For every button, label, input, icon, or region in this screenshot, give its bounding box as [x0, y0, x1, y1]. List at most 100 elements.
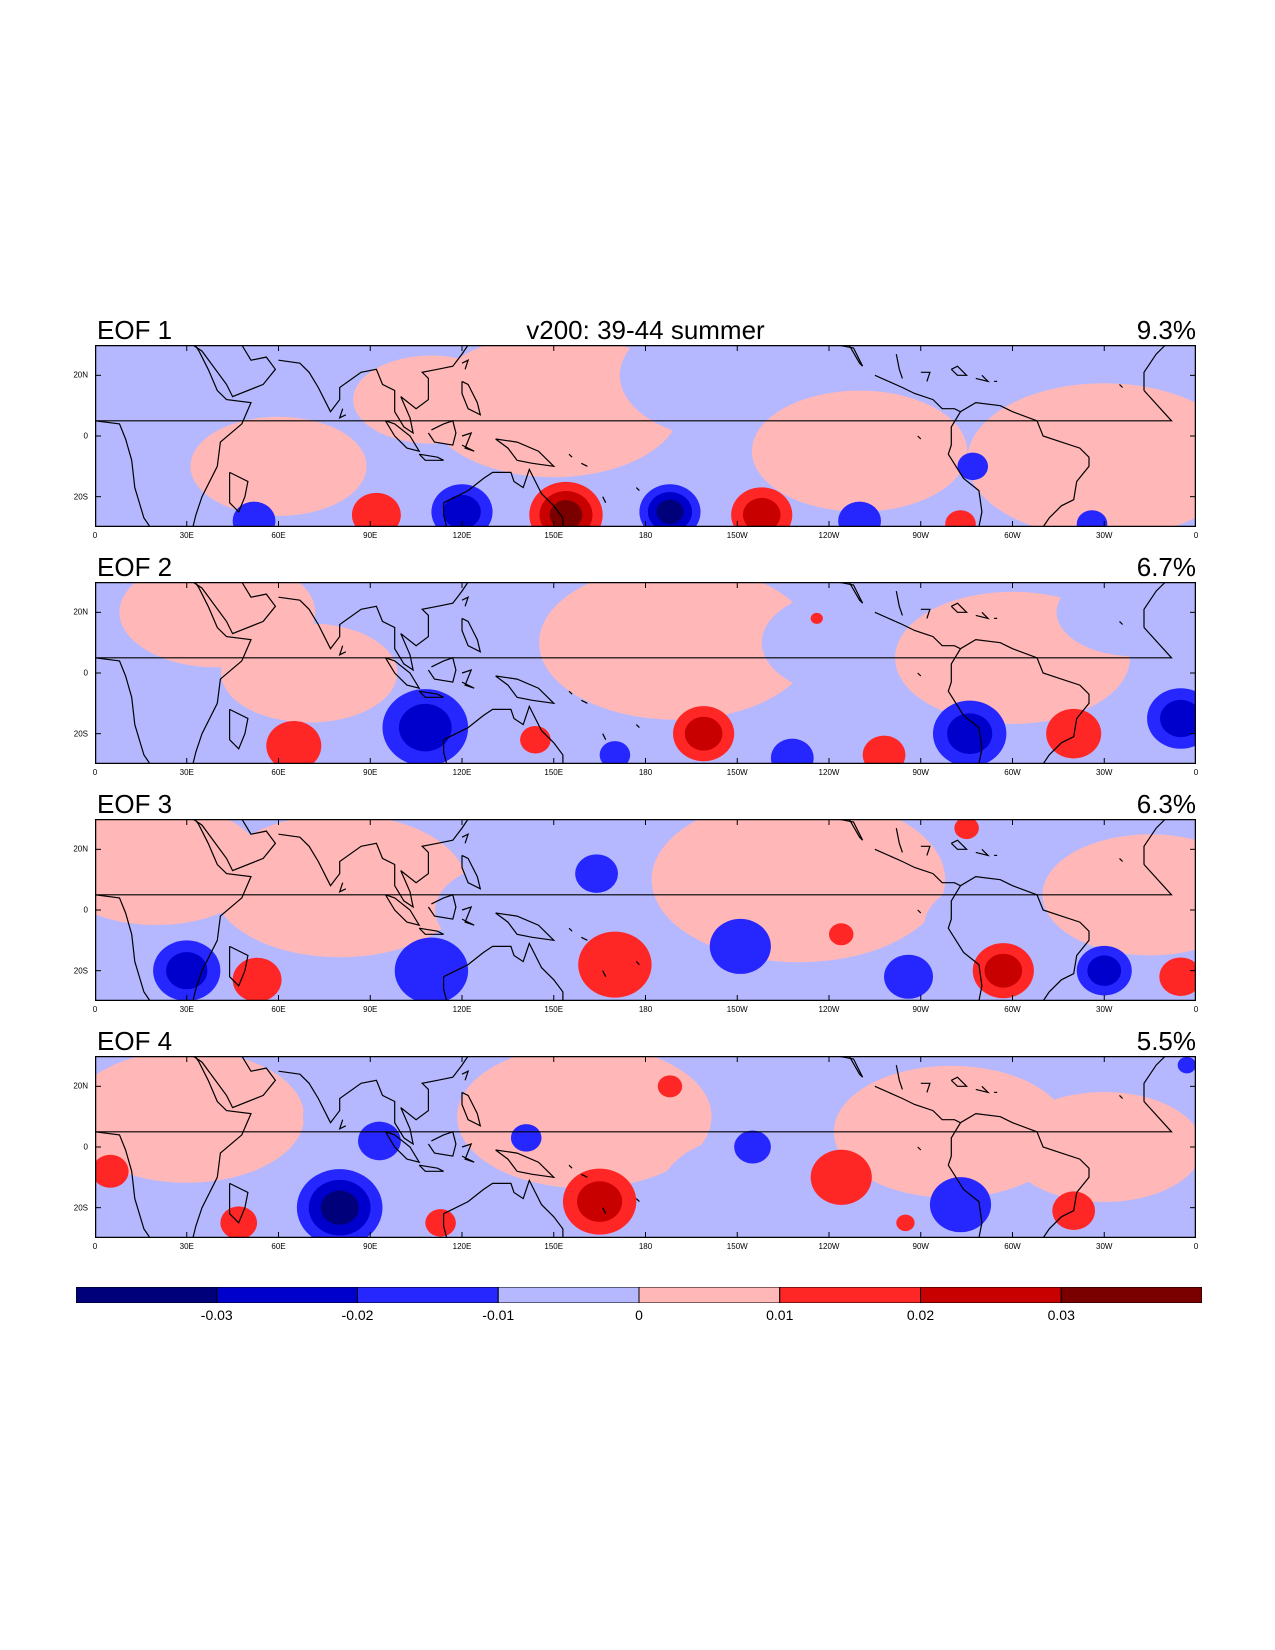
- coastline: [338, 645, 347, 656]
- lat-tick-label: 20S: [73, 966, 88, 976]
- coastline: [975, 1085, 990, 1094]
- eof-panel-2: EOF 2 6.7% 0 30E 60E 90E 120E 150E 180 150W 120W…: [73, 552, 1199, 777]
- coastline: [895, 590, 903, 616]
- positive-anomaly-contour: [984, 953, 1023, 988]
- coastline: [278, 819, 469, 909]
- coastline: [495, 1149, 556, 1179]
- lat-tick-label: 20N: [73, 607, 88, 617]
- coastline: [95, 582, 252, 764]
- lon-tick-label: 120W: [818, 768, 840, 777]
- coastline: [95, 819, 252, 1001]
- colorbar-label: 0.01: [766, 1307, 794, 1323]
- eof-panel-4: EOF 4 5.5% 0 30E 60E 90E 120E 150E 180 150W 120W…: [73, 1026, 1198, 1251]
- colorbar-label: -0.02: [341, 1307, 374, 1323]
- coastline: [384, 894, 421, 927]
- coastline: [895, 827, 903, 853]
- positive-anomaly-contour: [829, 923, 854, 946]
- positive-anomaly-contour: [351, 492, 401, 527]
- lon-tick-label: 30E: [179, 1242, 194, 1251]
- lon-tick-label: 90E: [363, 1242, 378, 1251]
- lon-tick-label: 150W: [726, 1005, 748, 1014]
- coastline: [418, 927, 444, 935]
- coastline: [975, 848, 990, 857]
- coastline: [443, 976, 448, 1001]
- coastline: [1143, 582, 1166, 628]
- lon-tick-label: 60E: [271, 531, 286, 540]
- lon-tick-label: 180: [638, 1005, 653, 1014]
- coastline: [461, 1143, 475, 1163]
- coastline: [920, 1082, 931, 1093]
- coastline: [427, 657, 457, 683]
- colorbar-swatch: [76, 1287, 218, 1303]
- coastline: [950, 839, 969, 850]
- lat-tick-label: 0: [83, 668, 88, 678]
- coastline: [418, 690, 444, 698]
- coastline: [1119, 1094, 1124, 1099]
- coastline: [568, 1164, 573, 1169]
- lat-tick-label: 0: [83, 431, 88, 441]
- positive-anomaly-contour: [95, 1154, 129, 1188]
- coastline: [95, 420, 151, 527]
- positive-anomaly-contour: [684, 716, 723, 751]
- negative-anomaly-contour: [884, 954, 933, 999]
- coastline: [443, 1178, 564, 1238]
- lon-tick-label: 120W: [818, 1242, 840, 1251]
- positive-anomaly-contour: [810, 612, 823, 624]
- lon-tick-label: 90W: [912, 1242, 929, 1251]
- coastline: [581, 699, 588, 704]
- lon-tick-label: 120E: [452, 1005, 472, 1014]
- coastline: [975, 611, 990, 620]
- coastline: [838, 582, 864, 604]
- positive-anomaly-contour: [657, 1075, 683, 1098]
- figure-title: v200: 39-44 summer: [526, 315, 765, 345]
- negative-anomaly-contour: [599, 741, 631, 764]
- lon-tick-label: 0: [92, 1005, 98, 1014]
- coastline: [461, 833, 470, 844]
- negative-anomaly-contour: [1160, 699, 1196, 738]
- coastline: [602, 733, 607, 740]
- coastline: [917, 1146, 922, 1151]
- coastline: [443, 739, 448, 764]
- negative-anomaly-contour: [656, 499, 684, 525]
- coastline: [95, 1131, 151, 1238]
- coastline: [95, 1056, 252, 1238]
- lon-tick-label: 120W: [818, 1005, 840, 1014]
- coastline: [1119, 620, 1124, 625]
- coastline: [568, 690, 573, 695]
- negative-anomaly-contour: [709, 918, 771, 974]
- coastline: [192, 582, 277, 635]
- colorbar-label: 0.02: [906, 1307, 935, 1323]
- coastline: [461, 906, 475, 926]
- coastline: [960, 401, 1090, 527]
- eof-panel-1: EOF 1 9.3% 0 30E 60E 90E 120E 150E 180 150W 120W…: [73, 315, 1198, 540]
- coastline: [1143, 345, 1166, 391]
- colorbar-label: 0: [635, 1307, 643, 1323]
- coastline: [95, 864, 1173, 896]
- coastline: [568, 453, 573, 458]
- negative-anomaly-contour: [398, 703, 452, 752]
- colorbar: [76, 1287, 1202, 1303]
- negative-anomaly-contour: [1087, 955, 1122, 986]
- lon-tick-label: 150E: [544, 768, 564, 777]
- panel-variance: 6.7%: [1136, 552, 1196, 582]
- coastline: [95, 894, 151, 1001]
- lon-tick-label: 180: [638, 531, 653, 540]
- positive-anomaly-contour: [266, 721, 322, 764]
- coastline: [895, 1064, 903, 1090]
- negative-anomaly-contour: [947, 713, 993, 754]
- lon-tick-label: 30E: [179, 531, 194, 540]
- lon-tick-label: 0: [1193, 768, 1199, 777]
- lon-tick-label: 0: [92, 768, 98, 777]
- lon-tick-label: 60E: [271, 768, 286, 777]
- coastline: [461, 380, 482, 416]
- coastline: [581, 936, 588, 941]
- positive-region: [967, 383, 1196, 527]
- positive-region: [95, 1056, 305, 1183]
- lat-tick-label: 0: [83, 1142, 88, 1152]
- coastline: [418, 453, 444, 461]
- colorbar-label: -0.03: [200, 1307, 233, 1323]
- lat-tick-label: 20S: [73, 492, 88, 502]
- colorbar-label: -0.01: [482, 1307, 515, 1323]
- coastline: [278, 582, 469, 672]
- positive-anomaly-contour: [954, 819, 979, 840]
